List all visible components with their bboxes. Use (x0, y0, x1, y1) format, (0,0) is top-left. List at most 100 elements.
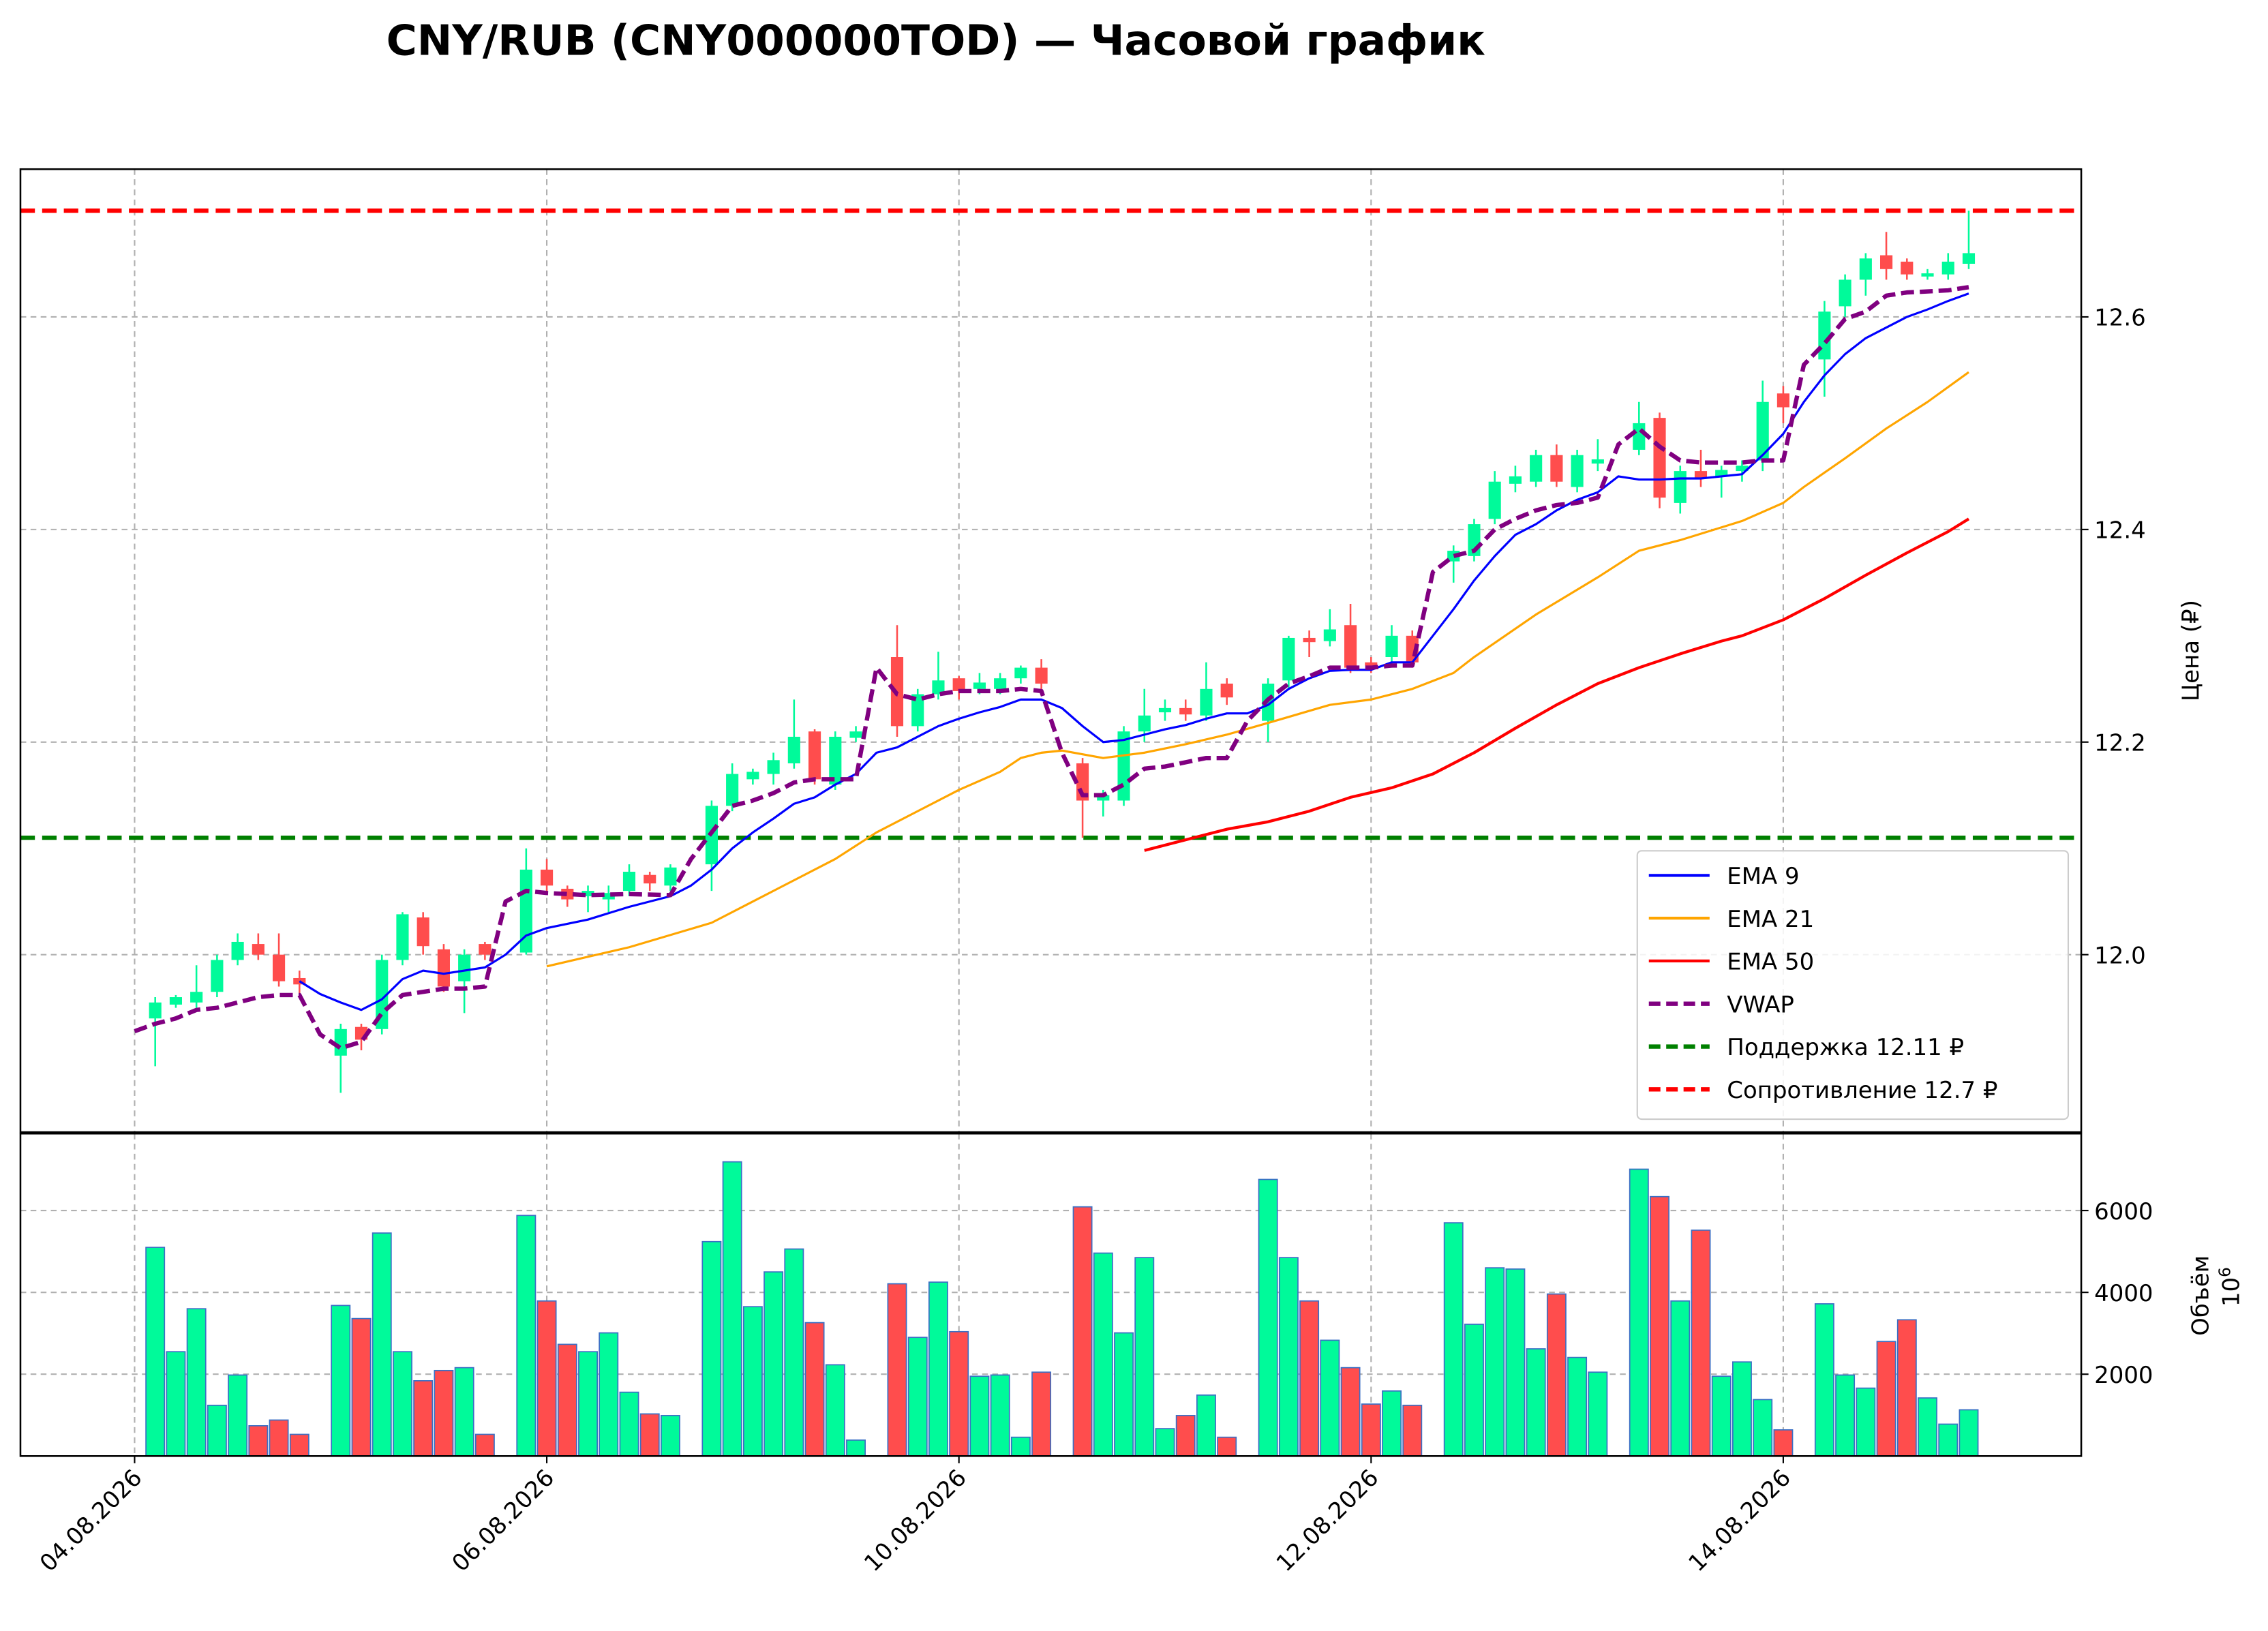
candle-body (1117, 731, 1130, 801)
candle-body (1158, 707, 1172, 713)
candle-body (273, 954, 286, 981)
candle-body (787, 736, 800, 763)
volume-bar (1732, 1361, 1752, 1457)
volume-bar (1588, 1371, 1608, 1457)
candle-body (726, 774, 739, 806)
candle-body (1179, 707, 1192, 715)
volume-bar (1938, 1423, 1959, 1457)
indicator-line (1144, 517, 1970, 852)
candle-body (746, 772, 759, 780)
volume-bar (1320, 1339, 1340, 1457)
volume-bar (1155, 1428, 1175, 1457)
candle-body (1633, 423, 1646, 450)
candle-body (767, 760, 780, 774)
candle-body (1591, 459, 1604, 464)
candle-body (911, 694, 924, 727)
volume-bar (186, 1308, 207, 1457)
candle-body (1674, 471, 1687, 503)
candle-body (973, 682, 986, 689)
volume-tick-label: 4000 (2094, 1280, 2153, 1307)
volume-bar (990, 1374, 1010, 1457)
volume-bar (1093, 1252, 1113, 1457)
candle-body (1323, 629, 1336, 641)
volume-bar (1814, 1303, 1834, 1457)
volume-bar (1711, 1375, 1732, 1457)
indicator-line (134, 285, 1969, 1051)
x-tick-label: 04.08.2026 (35, 1464, 148, 1577)
volume-bar (1567, 1356, 1588, 1457)
candle-body (458, 954, 471, 981)
x-tick-label: 06.08.2026 (447, 1464, 560, 1577)
volume-axis-label: Объём (2188, 1255, 2215, 1336)
volume-bar (372, 1232, 392, 1457)
volume-bar (1443, 1222, 1464, 1457)
volume-bar (763, 1271, 784, 1457)
legend-label: Поддержка 12.11 ₽ (1727, 1034, 1964, 1061)
volume-bar (1856, 1387, 1876, 1457)
volume-bar (1753, 1399, 1773, 1457)
candle-body (417, 917, 429, 947)
volume-bar (846, 1439, 866, 1457)
volume-bar (248, 1425, 269, 1457)
volume-bar (1382, 1390, 1402, 1457)
candle-body (1530, 455, 1543, 482)
volume-bar (1134, 1257, 1155, 1457)
volume-tick-label: 2000 (2094, 1362, 2153, 1389)
candle-body (1488, 481, 1501, 519)
candle-body (293, 977, 306, 985)
candle-body (1756, 401, 1769, 461)
candle-body (376, 960, 389, 1029)
volume-bar (1546, 1293, 1567, 1457)
volume-panel-frame (19, 1132, 2083, 1457)
candle-body (1715, 470, 1728, 476)
candle-body (602, 893, 615, 900)
candle-body (1014, 667, 1027, 679)
candle-body (1901, 261, 1914, 275)
x-tick-label: 10.08.2026 (859, 1464, 972, 1577)
volume-bar (145, 1247, 166, 1457)
volume-bar (661, 1415, 680, 1457)
y-axis-label: Цена (₽) (2177, 600, 2205, 701)
volume-bar (825, 1364, 845, 1457)
volume-bar (289, 1433, 309, 1457)
volume-bar (1918, 1397, 1937, 1457)
candle-body (252, 944, 264, 955)
volume-bar (228, 1374, 248, 1457)
volume-bar (1650, 1195, 1669, 1457)
indicator-line (299, 292, 1969, 1011)
volume-bar (454, 1367, 474, 1457)
y-tick-label: 12.0 (2094, 942, 2146, 969)
candle-body (541, 869, 554, 886)
volume-bar (599, 1332, 619, 1457)
volume-bar (1629, 1168, 1649, 1457)
candle-body (1282, 637, 1295, 681)
volume-bar (804, 1322, 825, 1457)
candle-body (1921, 273, 1934, 277)
volume-bar (1361, 1403, 1381, 1457)
volume-bar (722, 1161, 742, 1457)
volume-bar (1031, 1371, 1052, 1457)
candle-body (1035, 667, 1048, 684)
volume-bar (1402, 1405, 1423, 1457)
offset-base: 10 (2218, 1277, 2245, 1307)
volume-bar (1278, 1257, 1299, 1457)
y-tick-label: 12.2 (2094, 729, 2146, 757)
candle-body (1509, 476, 1522, 484)
candle-body (994, 678, 1007, 689)
volume-bar (1505, 1268, 1526, 1457)
candle-body (1571, 455, 1584, 487)
volume-bar (516, 1215, 536, 1457)
x-tick-label: 12.08.2026 (1271, 1464, 1385, 1577)
volume-bar (269, 1419, 289, 1457)
volume-bar (166, 1351, 186, 1457)
volume-bar (1670, 1300, 1691, 1457)
volume-bar (536, 1300, 557, 1457)
volume-bar (207, 1405, 227, 1457)
legend-label: VWAP (1727, 991, 1794, 1018)
candle-body (1344, 625, 1357, 668)
candle-body (231, 941, 244, 960)
candle-body (396, 914, 409, 960)
volume-bar (1258, 1178, 1278, 1457)
candle-body (1220, 683, 1233, 698)
